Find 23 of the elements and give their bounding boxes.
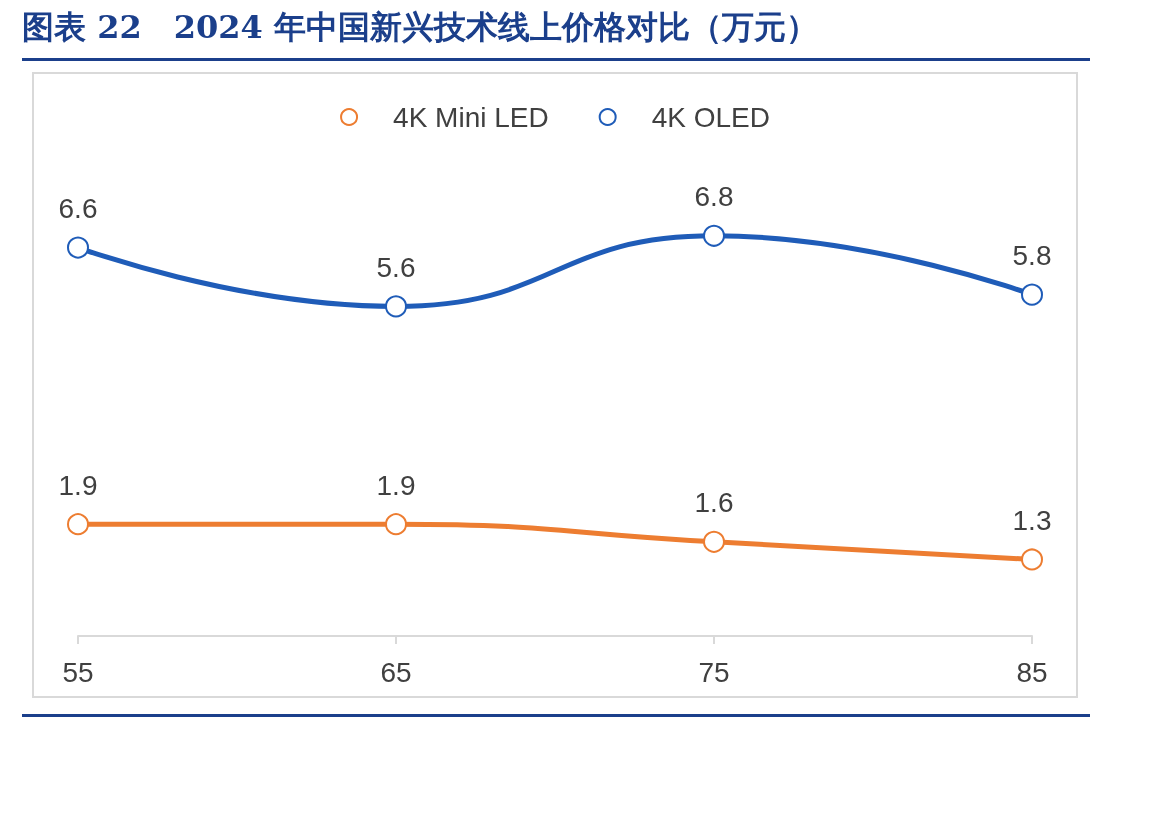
point — [385, 295, 407, 318]
point — [67, 513, 89, 536]
data-label: 6.8 — [694, 181, 734, 213]
data-label: 5.8 — [1012, 240, 1052, 272]
x-tick-label: 75 — [698, 656, 730, 688]
data-label: 1.6 — [694, 487, 734, 519]
data-label: 1.3 — [1012, 504, 1052, 536]
point — [1021, 548, 1043, 571]
x-tick-label: 85 — [1016, 656, 1048, 688]
point — [67, 236, 89, 259]
data-label: 5.6 — [376, 251, 416, 283]
point — [385, 513, 407, 536]
x-tick-label: 65 — [380, 656, 412, 688]
legend-label: 4K Mini LED — [393, 101, 549, 133]
data-label: 6.6 — [58, 193, 98, 225]
point — [703, 530, 725, 553]
chart-title: 图表 22 2024 年中国新兴技术线上价格对比（万元） — [22, 7, 818, 48]
point — [703, 224, 725, 247]
point — [1021, 283, 1043, 306]
data-label: 1.9 — [376, 469, 416, 501]
x-tick-label: 55 — [62, 656, 94, 688]
data-label: 1.9 — [58, 469, 98, 501]
legend-label: 4K OLED — [651, 101, 770, 133]
